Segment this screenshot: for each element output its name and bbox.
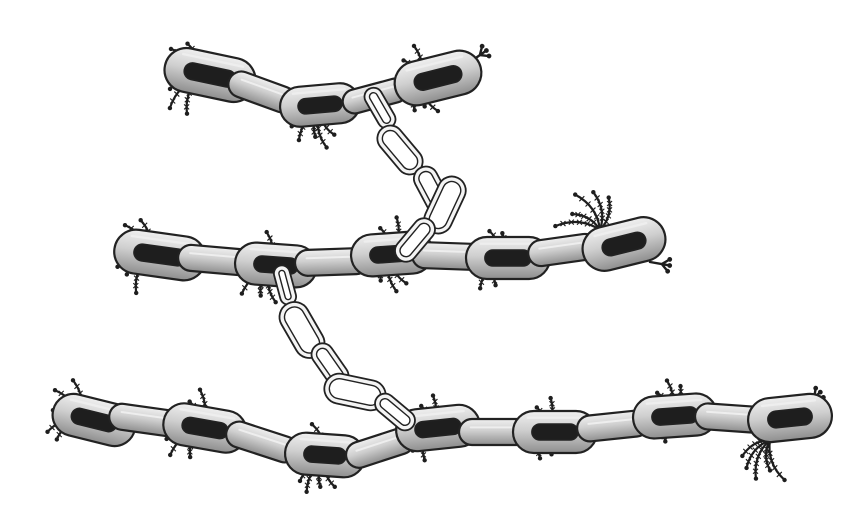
- chain-link-5: [393, 49, 483, 107]
- connector-layer: [272, 86, 467, 432]
- chain-link-17: [162, 402, 248, 454]
- claw-tip-10: [648, 256, 673, 274]
- connector-link-6: [272, 264, 298, 306]
- chain-link-21: [395, 403, 481, 453]
- chain-link-27: [747, 392, 833, 444]
- connector-link-10: [374, 392, 416, 432]
- link-layer: [51, 46, 833, 479]
- chain-link-25: [631, 392, 719, 440]
- chain-link-14: [581, 216, 667, 272]
- tendril-cluster-9: [553, 189, 613, 232]
- connector-link-9: [323, 372, 387, 412]
- chain-link-18: [225, 420, 299, 464]
- chain-link-12: [464, 235, 552, 281]
- connector-link-5: [394, 217, 436, 263]
- tendril-cluster-17: [740, 438, 787, 483]
- chain-link-24: [576, 409, 650, 443]
